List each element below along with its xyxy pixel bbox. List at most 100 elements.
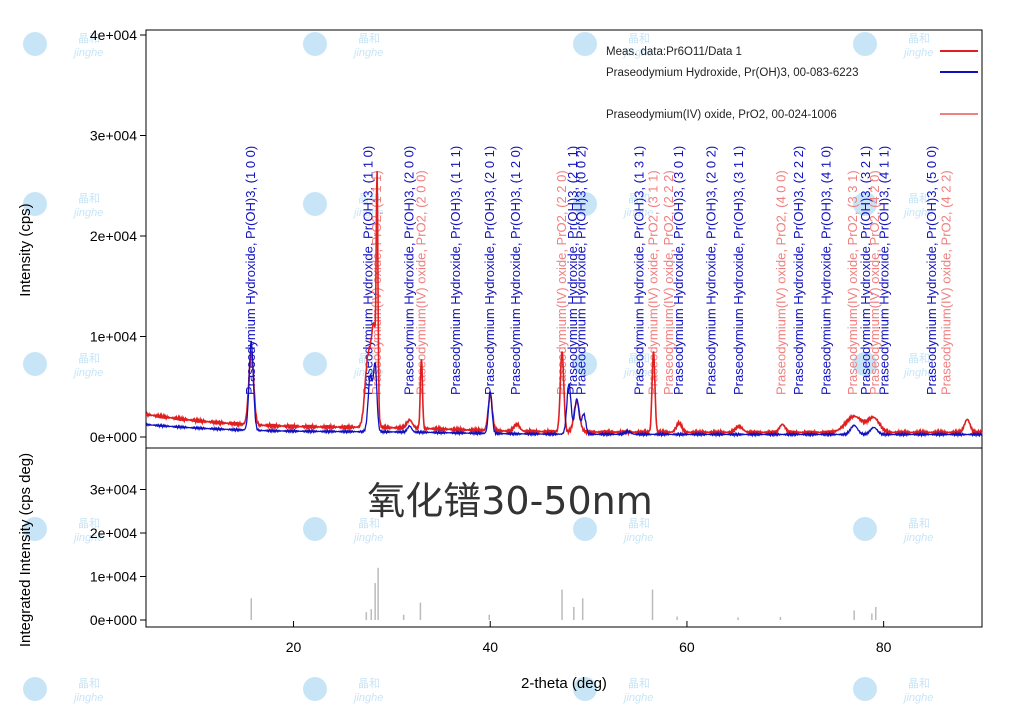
peak-annotation: Praseodymium Hydroxide, Pr(OH)3, (4 1 1) (877, 146, 892, 395)
watermark-text: jinghe (72, 367, 103, 379)
watermark-text: jinghe (622, 692, 653, 704)
x-tick-label: 80 (876, 639, 892, 655)
y-tick-label: 2e+004 (90, 525, 137, 541)
watermark-logo-icon (23, 677, 47, 701)
y-tick-label: 2e+004 (90, 228, 137, 244)
y-axis-title-bottom: Integrated Intensity (cps deg) (17, 453, 34, 647)
watermark-text: 晶和 (628, 32, 650, 45)
legend-label: Praseodymium(IV) oxide, PrO2, 00-024-100… (606, 109, 837, 121)
peak-annotation: Praseodymium(IV) oxide, PrO2, (2 0 0) (413, 170, 428, 395)
x-axis-title: 2-theta (deg) (521, 675, 607, 692)
watermark-text: jinghe (72, 47, 103, 59)
watermark-text: jinghe (72, 207, 103, 219)
watermark-logo-icon (573, 192, 597, 216)
peak-annotation: Praseodymium Hydroxide, Pr(OH)3, (2 1 1) (565, 146, 580, 395)
peak-annotation: Praseodymium Hydroxide, Pr(OH)3, (3 0 1) (671, 146, 686, 395)
watermark-logo-icon (573, 32, 597, 56)
overlay-caption: 氧化镨30-50nm (367, 479, 653, 523)
watermark-text: jinghe (352, 532, 383, 544)
y-tick-label: 0e+000 (90, 429, 137, 445)
watermark-text: 晶和 (628, 517, 650, 530)
watermark-logo-icon (303, 517, 327, 541)
watermark-text: 晶和 (628, 677, 650, 690)
watermark-text: jinghe (902, 207, 933, 219)
watermark-text: jinghe (352, 692, 383, 704)
watermark-text: jinghe (622, 532, 653, 544)
watermark-logo-icon (23, 192, 47, 216)
watermark-text: jinghe (902, 692, 933, 704)
watermark-logo-icon (853, 517, 877, 541)
peak-annotation: Praseodymium(IV) oxide, PrO2, (4 0 0) (773, 170, 788, 395)
watermark-text: 晶和 (78, 677, 100, 690)
watermark-text: 晶和 (78, 192, 100, 205)
watermark-logo-icon (303, 677, 327, 701)
watermark-text: 晶和 (908, 352, 930, 365)
watermark-text: 晶和 (628, 192, 650, 205)
watermark-logo-icon (23, 517, 47, 541)
watermark-logo-icon (853, 677, 877, 701)
watermark-text: jinghe (622, 207, 653, 219)
legend-label: Praseodymium Hydroxide, Pr(OH)3, 00-083-… (606, 67, 858, 79)
peak-annotation: Praseodymium Hydroxide, Pr(OH)3, (1 1 1) (448, 146, 463, 395)
watermark-text: 晶和 (358, 352, 380, 365)
y-tick-label: 4e+004 (90, 27, 137, 43)
watermark-logo-icon (303, 352, 327, 376)
watermark-text: jinghe (902, 47, 933, 59)
watermark-text: 晶和 (908, 192, 930, 205)
y-tick-label: 3e+004 (90, 482, 137, 498)
watermark-text: jinghe (622, 367, 653, 379)
watermark-text: jinghe (72, 692, 103, 704)
x-tick-label: 40 (482, 639, 498, 655)
watermark-logo-icon (573, 677, 597, 701)
peak-annotation: Praseodymium(IV) oxide, PrO2, (3 1 1) (646, 170, 661, 395)
y-tick-label: 1e+004 (90, 329, 137, 345)
watermark-text: jinghe (72, 532, 103, 544)
watermark-logo-icon (573, 352, 597, 376)
watermark-logo-icon (853, 352, 877, 376)
watermark-logo-icon (303, 32, 327, 56)
peak-annotation: Praseodymium Hydroxide, Pr(OH)3, (2 0 1) (482, 146, 497, 395)
series-line (145, 340, 983, 438)
watermark-text: jinghe (622, 47, 653, 59)
watermark-text: jinghe (902, 532, 933, 544)
watermark-text: 晶和 (908, 32, 930, 45)
series-line (145, 171, 983, 438)
peak-annotation: Praseodymium Hydroxide, Pr(OH)3, (4 1 0) (819, 146, 834, 395)
watermark-text: 晶和 (78, 517, 100, 530)
watermark-logo-icon (23, 352, 47, 376)
watermark-text: 晶和 (78, 32, 100, 45)
plot-frame (145, 29, 983, 628)
peak-annotation: Praseodymium Hydroxide, Pr(OH)3, (2 2 2) (791, 146, 806, 395)
y-axis-title-top: Intensity (cps) (17, 203, 34, 296)
peak-annotation: Praseodymium Hydroxide, Pr(OH)3, (2 0 2) (704, 146, 719, 395)
watermark-text: 晶和 (358, 32, 380, 45)
watermark-text: jinghe (352, 47, 383, 59)
watermark-text: jinghe (352, 207, 383, 219)
watermark-text: 晶和 (358, 677, 380, 690)
watermark-text: 晶和 (908, 677, 930, 690)
peak-annotation: Praseodymium(IV) oxide, PrO2, (4 2 2) (939, 170, 954, 395)
peak-annotation: Praseodymium Hydroxide, Pr(OH)3, (0 0 2) (574, 146, 589, 395)
peak-annotation: Praseodymium(IV) oxide, PrO2, (3 3 1) (845, 170, 860, 395)
x-tick-label: 20 (286, 639, 302, 655)
watermark-text: 晶和 (78, 352, 100, 365)
watermark-logo-icon (853, 192, 877, 216)
peak-annotation: Praseodymium Hydroxide, Pr(OH)3, (1 3 1) (632, 146, 647, 395)
watermark-logo-icon (573, 517, 597, 541)
watermark-logo-icon (853, 32, 877, 56)
y-tick-label: 0e+000 (90, 612, 137, 628)
peak-annotation: Praseodymium Hydroxide, Pr(OH)3, (3 2 1) (858, 146, 873, 395)
peak-annotation: Praseodymium Hydroxide, Pr(OH)3, (1 0 0) (243, 146, 258, 395)
y-tick-label: 3e+004 (90, 128, 137, 144)
watermark-text: jinghe (902, 367, 933, 379)
peak-annotation: Praseodymium Hydroxide, Pr(OH)3, (5 0 0) (924, 146, 939, 395)
legend-label: Meas. data:Pr6O11/Data 1 (606, 46, 742, 58)
watermark-text: 晶和 (358, 192, 380, 205)
peak-annotation: Praseodymium(IV) oxide, PrO2, (2 2 0) (554, 170, 569, 395)
watermark-text: 晶和 (358, 517, 380, 530)
x-tick-label: 60 (679, 639, 695, 655)
peak-annotation: Praseodymium(IV) oxide, PrO2, (2 2 2) (661, 170, 676, 395)
watermark-logo-icon (303, 192, 327, 216)
